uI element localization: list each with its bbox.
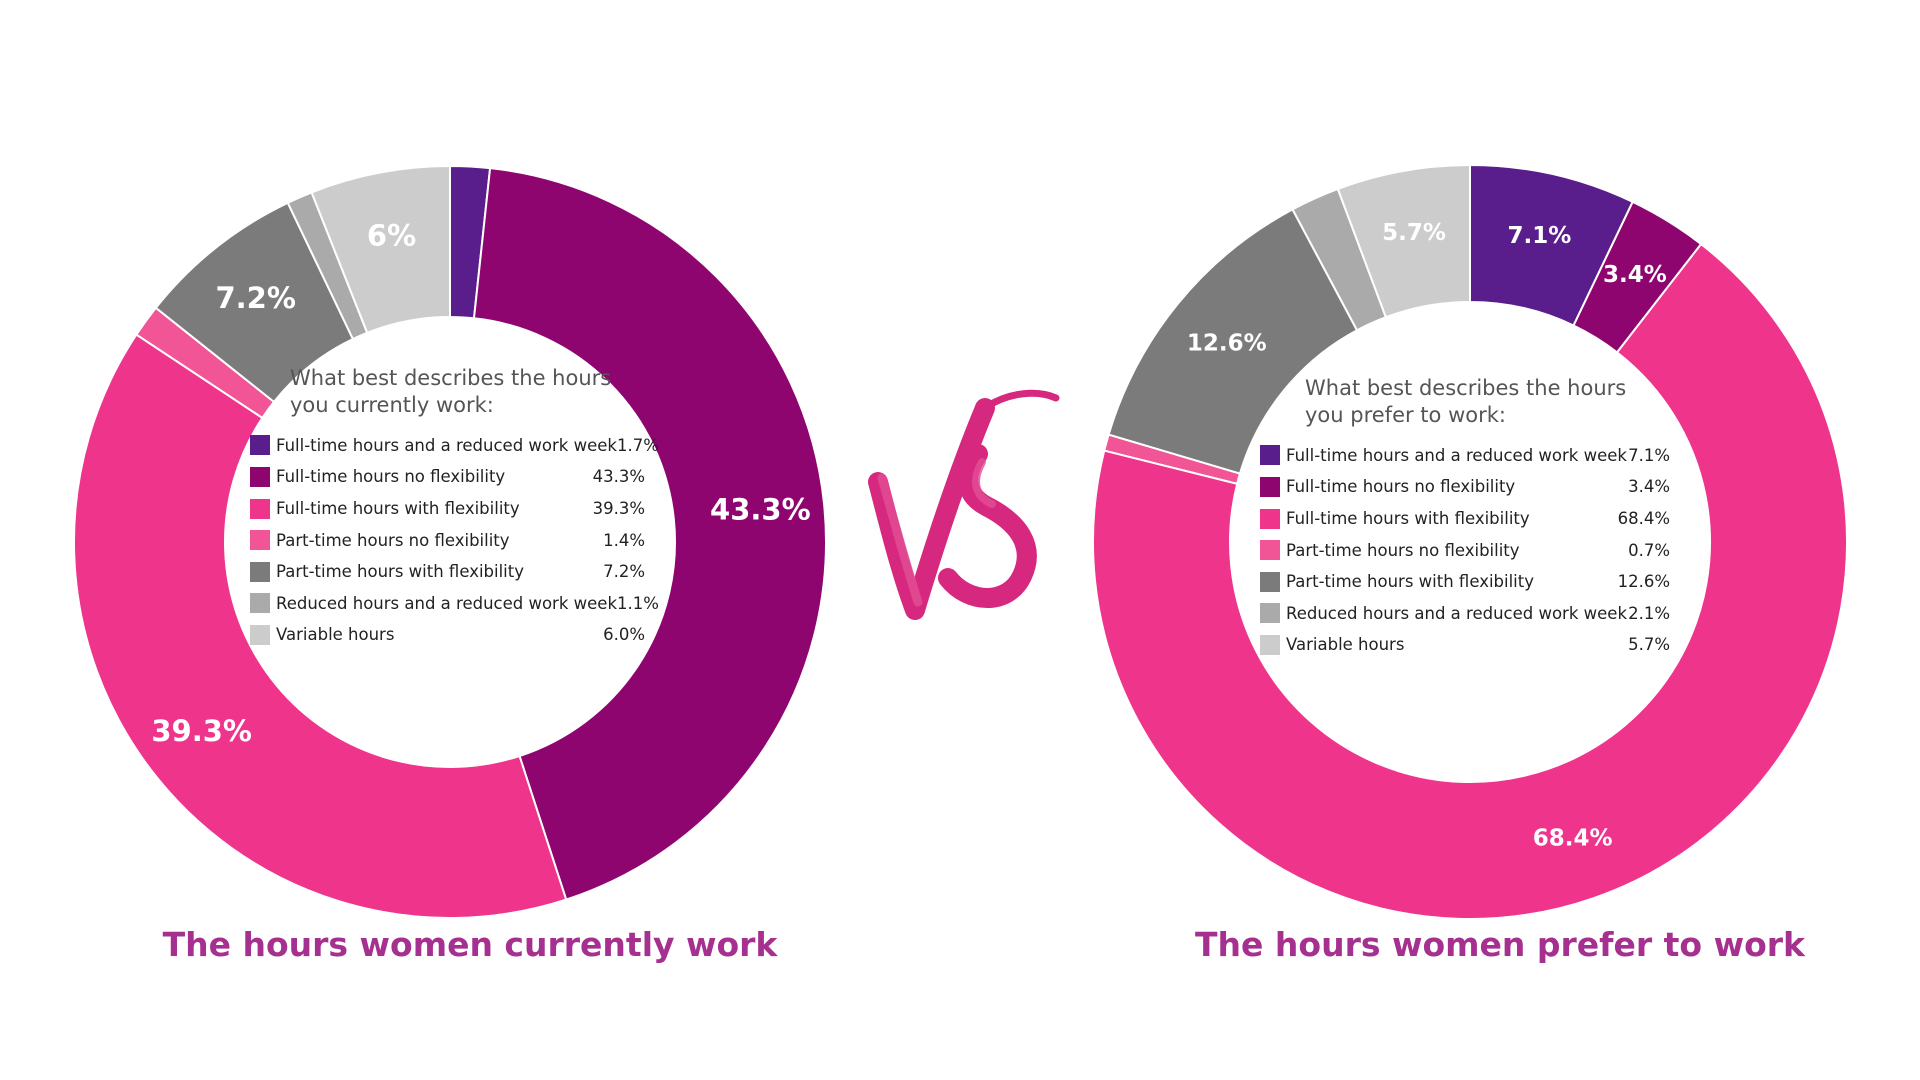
current-hours-donut: 43.3% 39.3% 7.2% 6% bbox=[73, 164, 827, 919]
legend-swatch bbox=[250, 561, 270, 582]
legend-value: 39.3% bbox=[592, 499, 645, 519]
legend-value: 5.7% bbox=[1628, 635, 1670, 655]
legend-swatch bbox=[250, 435, 270, 456]
legend-label: Full-time hours no flexibility bbox=[276, 467, 506, 487]
legend-value: 12.6% bbox=[1617, 572, 1670, 592]
legend-value: 0.7% bbox=[1628, 540, 1670, 560]
donut-0-slice-label-full-time-hours-with-flexibility: 39.3% bbox=[151, 714, 252, 748]
legend-item-full-time-hours-and-a-reduced-work-week: Full-time hours and a reduced work week 7… bbox=[1260, 440, 1670, 472]
legend-item-reduced-hours-and-a-reduced-work-week: Reduced hours and a reduced work week 2.1… bbox=[1260, 598, 1670, 630]
donut-1-slice-label-full-time-hours-with-flexibility: 68.4% bbox=[1533, 826, 1613, 852]
legend-item-full-time-hours-no-flexibility: Full-time hours no flexibility 3.4% bbox=[1260, 471, 1670, 503]
legend-label: Full-time hours with flexibility bbox=[276, 499, 520, 519]
current-hours-question: What best describes the hours you curren… bbox=[290, 366, 612, 418]
legend-value: 7.2% bbox=[603, 562, 645, 582]
legend-item-part-time-hours-no-flexibility: Part-time hours no flexibility 1.4% bbox=[250, 524, 645, 556]
donut-0-slice-full-time-hours-no-flexibility bbox=[472, 167, 827, 901]
legend-value: 43.3% bbox=[592, 467, 645, 487]
legend-swatch bbox=[1260, 603, 1280, 624]
donut-1-slice-label-part-time-hours-with-flexibility: 12.6% bbox=[1187, 330, 1267, 356]
legend-swatch bbox=[250, 624, 270, 645]
legend-label: Full-time hours and a reduced work week bbox=[276, 435, 617, 455]
legend-value: 3.4% bbox=[1628, 477, 1670, 497]
legend-value: 68.4% bbox=[1617, 509, 1670, 529]
legend-label: Full-time hours and a reduced work week bbox=[1286, 445, 1627, 465]
legend-value: 1.4% bbox=[603, 530, 645, 550]
legend-item-part-time-hours-no-flexibility: Part-time hours no flexibility 0.7% bbox=[1260, 534, 1670, 566]
donut-0-slice-full-time-hours-with-flexibility bbox=[73, 333, 568, 919]
donut-1-slice-label-full-time-hours-and-a-reduced-work-week: 7.1% bbox=[1508, 223, 1572, 249]
legend-item-full-time-hours-with-flexibility: Full-time hours with flexibility 39.3% bbox=[250, 493, 645, 525]
donut-0-slice-label-full-time-hours-no-flexibility: 43.3% bbox=[710, 493, 811, 527]
legend-value: 1.1% bbox=[617, 593, 659, 613]
legend-label: Full-time hours with flexibility bbox=[1286, 509, 1530, 529]
preferred-hours-donut: 7.1% 3.4% 68.4% 12.6% 5.7% bbox=[1092, 163, 1848, 920]
legend-swatch bbox=[250, 593, 270, 614]
legend-label: Reduced hours and a reduced work week bbox=[276, 593, 617, 613]
legend-label: Reduced hours and a reduced work week bbox=[1286, 603, 1627, 623]
legend-value: 1.7% bbox=[616, 435, 659, 455]
legend-label: Part-time hours no flexibility bbox=[276, 530, 510, 550]
current-hours-legend: What best describes the hours you curren… bbox=[250, 365, 659, 651]
legend-swatch bbox=[250, 466, 270, 487]
legend-label: Part-time hours no flexibility bbox=[1286, 540, 1520, 560]
current-hours-chart-title: The hours women currently work bbox=[162, 925, 778, 964]
legend-item-variable-hours: Variable hours 6.0% bbox=[250, 619, 645, 651]
current-hours-legend-list: Full-time hours and a reduced work week 1… bbox=[250, 430, 659, 651]
legend-item-variable-hours: Variable hours 5.7% bbox=[1260, 629, 1670, 661]
legend-item-reduced-hours-and-a-reduced-work-week: Reduced hours and a reduced work week 1.1… bbox=[250, 588, 659, 620]
legend-value: 2.1% bbox=[1628, 603, 1670, 623]
donut-0-slice-variable-hours bbox=[310, 164, 451, 335]
legend-swatch bbox=[1260, 476, 1280, 497]
preferred-hours-legend: What best describes the hours you prefer… bbox=[1260, 375, 1670, 661]
legend-label: Part-time hours with flexibility bbox=[1286, 572, 1534, 592]
legend-swatch bbox=[1260, 571, 1280, 592]
preferred-hours-chart-title: The hours women prefer to work bbox=[1195, 925, 1805, 964]
legend-swatch bbox=[1260, 634, 1280, 655]
preferred-hours-legend-list: Full-time hours and a reduced work week 7… bbox=[1260, 440, 1670, 661]
preferred-hours-question: What best describes the hours you prefer… bbox=[1305, 376, 1627, 428]
legend-item-part-time-hours-with-flexibility: Part-time hours with flexibility 12.6% bbox=[1260, 566, 1670, 598]
legend-item-full-time-hours-and-a-reduced-work-week: Full-time hours and a reduced work week 1… bbox=[250, 430, 659, 462]
legend-swatch bbox=[1260, 445, 1280, 466]
legend-item-part-time-hours-with-flexibility: Part-time hours with flexibility 7.2% bbox=[250, 556, 645, 588]
legend-swatch bbox=[250, 498, 270, 519]
legend-swatch bbox=[1260, 508, 1280, 529]
donut-0-slice-label-variable-hours: 6% bbox=[367, 219, 416, 253]
legend-swatch bbox=[1260, 540, 1280, 561]
vs-brush-mark: VS bbox=[868, 389, 1060, 620]
legend-value: 7.1% bbox=[1628, 445, 1670, 465]
donut-0-slice-label-part-time-hours-with-flexibility: 7.2% bbox=[215, 281, 295, 315]
legend-label: Full-time hours no flexibility bbox=[1286, 477, 1516, 497]
donut-1-slice-full-time-hours-with-flexibility bbox=[1092, 242, 1848, 920]
legend-label: Variable hours bbox=[1286, 635, 1405, 655]
legend-label: Variable hours bbox=[276, 625, 395, 645]
donut-1-slice-variable-hours bbox=[1336, 163, 1471, 319]
donut-1-slice-label-full-time-hours-no-flexibility: 3.4% bbox=[1603, 262, 1667, 288]
legend-swatch bbox=[250, 530, 270, 551]
legend-label: Part-time hours with flexibility bbox=[276, 562, 524, 582]
legend-item-full-time-hours-with-flexibility: Full-time hours with flexibility 68.4% bbox=[1260, 503, 1670, 535]
donut-1-slice-label-variable-hours: 5.7% bbox=[1382, 220, 1446, 246]
legend-value: 6.0% bbox=[603, 625, 645, 645]
legend-item-full-time-hours-no-flexibility: Full-time hours no flexibility 43.3% bbox=[250, 461, 645, 493]
